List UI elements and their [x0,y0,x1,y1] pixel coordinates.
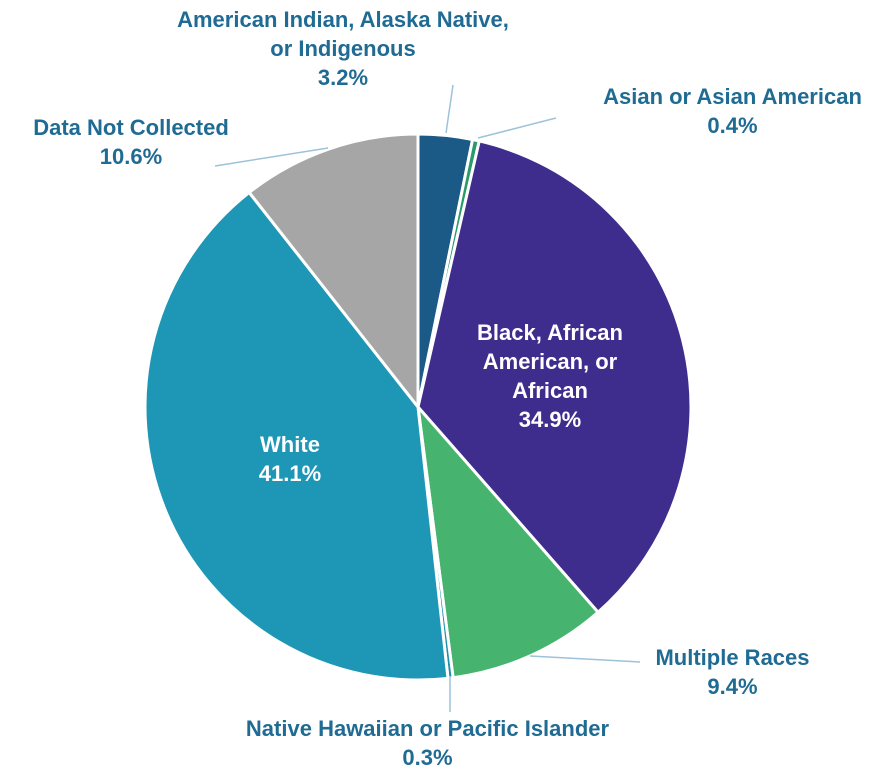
slice-name: White [260,432,320,457]
slice-label: Native Hawaiian or Pacific Islander 0.3% [190,714,665,770]
slice-name: Data Not Collected [33,115,229,140]
slice-value: 0.4% [707,113,758,138]
slice-label: Black, African American, or African 34.9% [455,318,645,434]
slice-value: 10.6% [99,144,163,169]
leader-line [445,84,454,134]
slice-name: Native Hawaiian or Pacific Islander [245,716,610,741]
slice-label: Data Not Collected 10.6% [0,113,262,171]
slice-value: 34.9% [518,407,582,432]
slice-label: White 41.1% [215,430,365,488]
leader-line [477,117,557,139]
slice-value: 9.4% [707,674,758,699]
slice-name: American Indian, Alaska Native, or Indig… [177,7,509,61]
slice-name: Multiple Races [655,645,810,670]
leader-lines [214,84,641,712]
slice-value: 3.2% [317,65,369,90]
slice [143,190,450,682]
slice-label: Asian or Asian American 0.4% [560,82,885,140]
slice-value: 41.1% [258,461,322,486]
slice-value: 0.3% [402,745,453,770]
slices [143,132,693,682]
slice-name: Black, African American, or African [477,320,623,403]
slice [416,139,693,614]
leader-line [214,147,329,167]
slice [247,132,420,409]
slice-name: Asian or Asian American [603,84,862,109]
slice-label: Multiple Races 9.4% [610,643,855,701]
leader-line [529,655,641,663]
slice-label: American Indian, Alaska Native, or Indig… [175,5,511,92]
